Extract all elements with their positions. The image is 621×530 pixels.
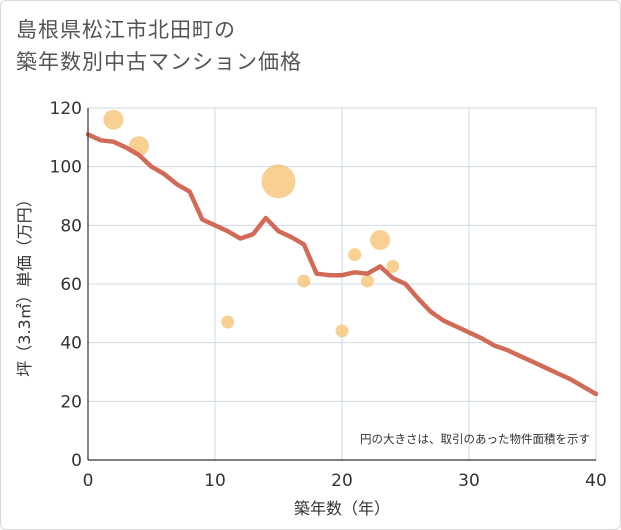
x-tick-label: 0 [83,471,94,491]
x-tick-label: 30 [458,471,480,491]
bubble-point [297,274,311,288]
y-tick-label: 120 [50,99,82,119]
y-axis-title: 坪（3.3㎡）単価（万円） [15,191,34,376]
tick-labels: 0 10 20 30 40 0 20 40 60 80 100 120 [50,99,607,491]
bubble-point [348,248,362,262]
y-tick-label: 40 [60,334,82,354]
bubble-point [360,274,374,288]
bubble-size-note: 円の大きさは、取引のあった物件面積を示す [360,432,590,446]
y-tick-label: 20 [60,392,82,412]
bubble-point [386,259,400,273]
average-price-line [85,132,599,397]
x-tick-label: 20 [331,471,353,491]
y-tick-label: 100 [50,158,82,178]
x-axis-title: 築年数（年） [294,499,390,518]
bubble-point [103,109,124,130]
bubble-point [335,324,349,338]
y-tick-label: 80 [60,216,82,236]
bubble-point [261,164,296,199]
chart-title-line-2: 築年数別中古マンション価格 [16,50,302,74]
bubble-series [103,109,400,338]
x-tick-label: 40 [585,471,607,491]
y-tick-label: 0 [71,451,82,471]
chart-title-line-1: 島根県松江市北田町の [16,18,236,42]
grid-lines [88,108,596,460]
average-line [85,132,599,397]
bubble-point [370,230,391,250]
x-tick-label: 10 [204,471,226,491]
bubble-point [221,315,235,329]
chart-title: 島根県松江市北田町の 築年数別中古マンション価格 [16,14,302,78]
y-tick-label: 60 [60,275,82,295]
